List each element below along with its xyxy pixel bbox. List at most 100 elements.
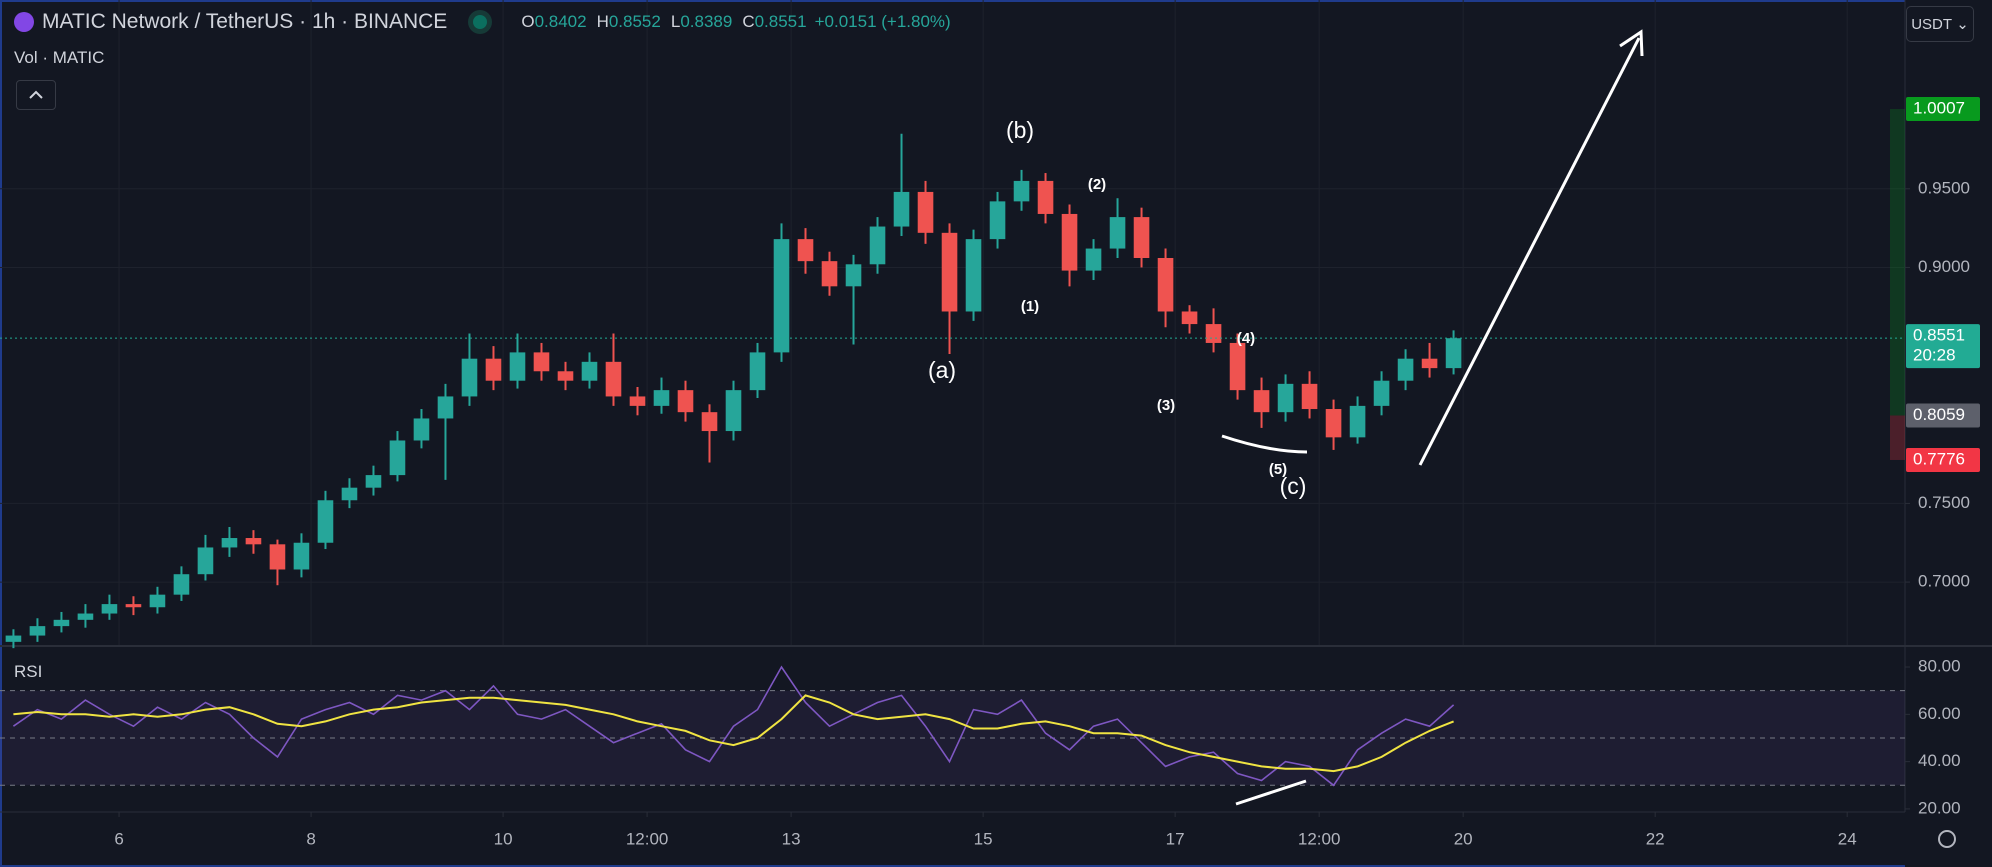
price-tag-label: 0.7776 [1913, 449, 1965, 468]
candle-body [533, 352, 550, 372]
candle [1181, 305, 1198, 334]
price-tag-label: 1.0007 [1913, 99, 1965, 118]
candle-body [413, 418, 430, 441]
candle-body [629, 396, 646, 406]
candle-body [1277, 383, 1294, 413]
candle-body [1181, 311, 1198, 325]
symbol-name[interactable]: MATIC Network / TetherUS · 1h · BINANCE [42, 10, 448, 33]
candle-body [965, 239, 982, 312]
profit-zone [1890, 109, 1905, 416]
drawn-curve [1221, 434, 1308, 454]
candle [845, 254, 862, 345]
arrow-head [1619, 29, 1644, 57]
candle [1301, 371, 1318, 419]
candle [773, 223, 790, 362]
ohlc-item: O0.8402 [521, 12, 586, 32]
candle [1133, 207, 1150, 268]
candle-body [869, 226, 886, 265]
x-tick-label: 8 [306, 829, 315, 848]
candle [821, 251, 838, 296]
ohlc-values: O0.8402 H0.8552 L0.8389 C0.8551 [521, 12, 806, 32]
candle [749, 342, 766, 399]
wave-label: (a) [928, 357, 956, 383]
candle-body [941, 232, 958, 312]
candle-body [149, 594, 166, 608]
volume-legend[interactable]: Vol · MATIC [14, 48, 105, 67]
candle [485, 346, 502, 391]
candle [893, 133, 910, 236]
candle-body [773, 239, 790, 353]
candle-body [1373, 380, 1390, 406]
price-change: +0.0151 (+1.80%) [814, 12, 951, 31]
candle [1109, 198, 1126, 258]
x-tick-label: 22 [1646, 829, 1665, 848]
price-tag-label: 0.8059 [1913, 405, 1965, 424]
candle-body [917, 191, 934, 233]
candle [1157, 248, 1174, 328]
candle-body [437, 396, 454, 419]
candle [125, 596, 142, 616]
candle [557, 361, 574, 391]
candle-body [1349, 405, 1366, 438]
y-tick-label: 60.00 [1918, 704, 1961, 723]
candle [53, 611, 70, 633]
settings-icon[interactable] [1938, 830, 1956, 848]
candle [365, 465, 382, 496]
currency-label: USDT [1911, 15, 1953, 33]
candle-body [5, 635, 22, 642]
candle-body [1421, 358, 1438, 369]
wave-label: (c) [1280, 473, 1307, 499]
candle [1037, 173, 1054, 224]
candle [269, 539, 286, 586]
wave-label: (2) [1088, 176, 1106, 193]
loss-zone [1890, 415, 1905, 460]
currency-button[interactable]: USDT ⌄ [1906, 6, 1974, 42]
symbol-logo [14, 12, 34, 32]
y-tick-label: 0.9000 [1918, 257, 1970, 276]
candle [1397, 349, 1414, 391]
candle-body [245, 538, 262, 545]
x-tick-label: 12:00 [1298, 829, 1341, 848]
ohlc-item: C0.8551 [742, 12, 806, 32]
symbol-header: MATIC Network / TetherUS · 1h · BINANCE … [14, 10, 951, 34]
ohlc-item: H0.8552 [597, 12, 661, 32]
x-tick-label: 24 [1838, 829, 1857, 848]
ohlc-label: O [521, 12, 535, 31]
rsi-legend[interactable]: RSI [14, 662, 43, 681]
y-tick-label: 0.9500 [1918, 178, 1970, 197]
candle-body [461, 358, 478, 397]
wave-label: (1) [1021, 298, 1039, 315]
ohlc-value: 0.8552 [608, 12, 661, 31]
candle-body [653, 390, 670, 406]
candle-body [581, 361, 598, 381]
candle-body [1061, 213, 1078, 271]
candle [605, 333, 622, 406]
price-tag-countdown: 20:28 [1913, 346, 1956, 365]
candle-body [1037, 180, 1054, 214]
collapse-button[interactable] [16, 80, 56, 110]
candle [917, 180, 934, 244]
wave-label: (5) [1269, 461, 1287, 478]
candle [725, 380, 742, 441]
candle [1085, 239, 1102, 281]
x-tick-label: 6 [114, 829, 123, 848]
candle [869, 217, 886, 274]
candle [509, 333, 526, 389]
ohlc-label: L [670, 12, 681, 31]
candle [677, 380, 694, 422]
drawn-arrow [1418, 37, 1641, 466]
x-tick-label: 20 [1454, 829, 1473, 848]
rsi-line [13, 694, 1454, 773]
market-status [473, 15, 488, 29]
rsi-line [12, 665, 1455, 787]
candle [101, 594, 118, 620]
candle-body [797, 239, 814, 262]
candle-body [989, 201, 1006, 240]
candle [1325, 399, 1342, 450]
candle-body [725, 390, 742, 432]
candle [701, 404, 718, 463]
candle [149, 586, 166, 614]
plot: 0.95000.90000.75000.70001.00070.855120:2… [0, 0, 1980, 848]
candle [941, 223, 958, 354]
candle-body [893, 191, 910, 227]
